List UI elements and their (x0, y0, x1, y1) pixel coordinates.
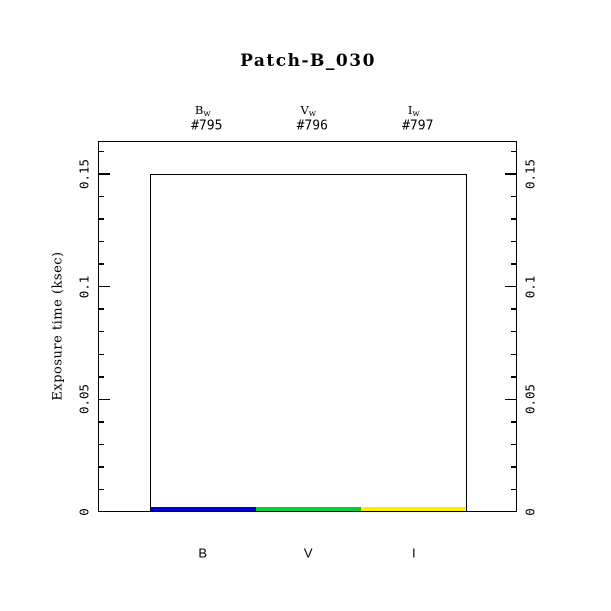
category-label-B: B (198, 545, 208, 561)
y-tick-left-minor (98, 240, 104, 243)
y-tick-left-minor (98, 308, 104, 310)
y-tick-left-minor (98, 488, 104, 491)
y-tick-left-minor (98, 376, 104, 378)
y-tick-left-minor (98, 218, 104, 220)
y-tick-right-minor (511, 308, 517, 310)
y-tick-left-minor (98, 421, 104, 423)
filter-subscript: w (412, 109, 420, 119)
planned-exposure-outline (150, 174, 467, 512)
filter-base: I (407, 103, 413, 117)
filter-base: V (300, 103, 309, 117)
category-label-I: I (411, 545, 416, 561)
y-tick-right-minor (511, 376, 517, 378)
category-label-V: V (303, 545, 313, 561)
y-tick-left-minor (98, 330, 104, 333)
y-tick-label-right: 0.1 (522, 275, 538, 298)
y-tick-left-minor (98, 195, 104, 198)
filter-label-V: Vw (300, 103, 317, 119)
exposure-bar-I (361, 507, 467, 512)
chart-title: Patch-B_030 (240, 51, 376, 71)
y-tick-left-major (98, 285, 110, 288)
y-tick-label-left: 0.05 (76, 384, 92, 415)
y-tick-label-left: 0.1 (76, 275, 92, 298)
y-tick-right-minor (511, 240, 517, 243)
y-tick-right-minor (511, 150, 517, 153)
y-tick-right-major (505, 285, 517, 288)
exposure-bar-V (255, 507, 361, 512)
plot-frame (98, 141, 517, 512)
filter-label-B: Bw (194, 103, 211, 119)
filter-label-I: Iw (407, 103, 420, 119)
y-tick-label-right: 0.05 (522, 384, 538, 415)
filter-subscript: w (203, 109, 211, 119)
filter-subscript: w (308, 109, 317, 119)
sequence-id-label: #797 (402, 118, 434, 134)
y-tick-right-major (505, 398, 517, 401)
y-tick-left-major (98, 173, 110, 175)
y-axis-title: Exposure time (ksec) (50, 251, 66, 401)
y-tick-label-left: 0 (76, 508, 92, 516)
y-tick-right-minor (511, 421, 517, 423)
y-tick-right-minor (511, 353, 517, 356)
y-tick-left-minor (98, 443, 104, 446)
y-tick-label-right: 0.15 (522, 158, 538, 190)
y-tick-label-right: 0 (522, 508, 538, 516)
y-tick-right-minor (511, 195, 517, 198)
y-tick-right-minor (511, 466, 517, 468)
y-tick-right-minor (511, 443, 517, 446)
y-tick-label-left: 0.15 (76, 158, 92, 190)
y-tick-right-major (505, 173, 517, 175)
y-tick-left-major (98, 398, 110, 401)
y-tick-left-minor (98, 353, 104, 356)
sequence-id-label: #796 (296, 118, 328, 134)
y-tick-right-minor (511, 330, 517, 333)
y-tick-left-minor (98, 263, 104, 265)
y-tick-right-minor (511, 488, 517, 491)
y-tick-right-minor (511, 218, 517, 220)
sequence-id-label: #795 (191, 118, 223, 134)
y-tick-left-minor (98, 150, 104, 153)
y-tick-left-minor (98, 466, 104, 468)
y-tick-right-minor (511, 263, 517, 265)
filter-base: B (194, 103, 204, 117)
exposure-bar-B (150, 507, 256, 512)
